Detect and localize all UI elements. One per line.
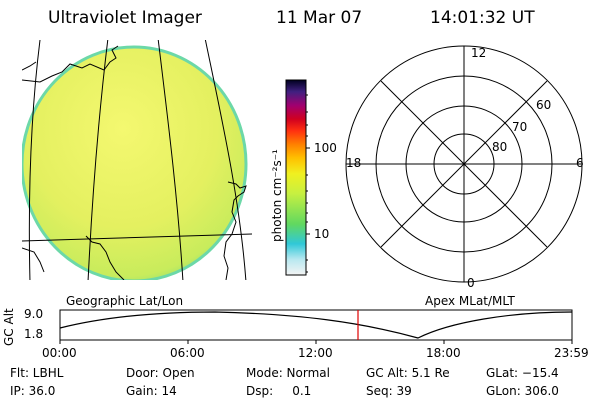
orbit-xtick-1800: 18:00: [426, 346, 461, 360]
colorbar-tick-10: 10: [314, 227, 330, 241]
mlt-label-0: 0: [467, 276, 475, 290]
mlt-label-6: 6: [576, 156, 584, 170]
mlt-label-18: 18: [346, 156, 362, 170]
glat-info: GLat: −15.4: [486, 366, 559, 380]
gain-info: Gain: 14: [126, 384, 177, 398]
orbit-panel: [59, 309, 573, 341]
gc-alt-info: GC Alt: 5.1 Re: [366, 366, 450, 380]
orbit-xtick-0000: 00:00: [42, 346, 77, 360]
instrument-title: Ultraviolet Imager: [48, 8, 202, 28]
dsp-info: Dsp: 0.1: [246, 384, 312, 398]
polar-plot: [345, 45, 583, 283]
date-label: 11 Mar 07: [276, 8, 363, 28]
mlat-label-80: 80: [492, 140, 508, 154]
door-info: Door: Open: [126, 366, 195, 380]
orbit-ytick-min: 1.8: [24, 327, 44, 341]
glon-info: GLon: 306.0: [486, 384, 559, 398]
apex-projection-label: Apex MLat/MLT: [425, 294, 515, 308]
mlat-label-70: 70: [512, 120, 528, 134]
orbit-xtick-1200: 12:00: [298, 346, 333, 360]
orbit-xtick-2359: 23:59: [554, 346, 589, 360]
orbit-xticks: [59, 340, 573, 344]
colorbar-tick-100: 100: [314, 141, 337, 155]
filter-info: Flt: LBHL: [10, 366, 64, 380]
orbit-xtick-0600: 06:00: [170, 346, 205, 360]
colorbar: [285, 79, 307, 276]
geo-projection-label: Geographic Lat/Lon: [66, 294, 184, 308]
seq-info: Seq: 39: [366, 384, 412, 398]
mode-info: Mode: Normal: [246, 366, 330, 380]
colorbar-ticks: [306, 94, 310, 273]
colorbar-unit-label: photon cm⁻²s⁻¹: [270, 149, 284, 242]
orbit-altitude-curve: [59, 311, 573, 339]
orbit-ytick-max: 9.0: [24, 307, 44, 321]
mlat-label-60: 60: [536, 98, 552, 112]
orbit-ylabel: GC Alt: [2, 308, 16, 346]
uv-image: [22, 40, 252, 280]
ip-info: IP: 36.0: [10, 384, 56, 398]
mlt-label-12: 12: [471, 46, 487, 60]
time-label: 14:01:32 UT: [430, 8, 535, 28]
coastlines: [22, 45, 247, 280]
